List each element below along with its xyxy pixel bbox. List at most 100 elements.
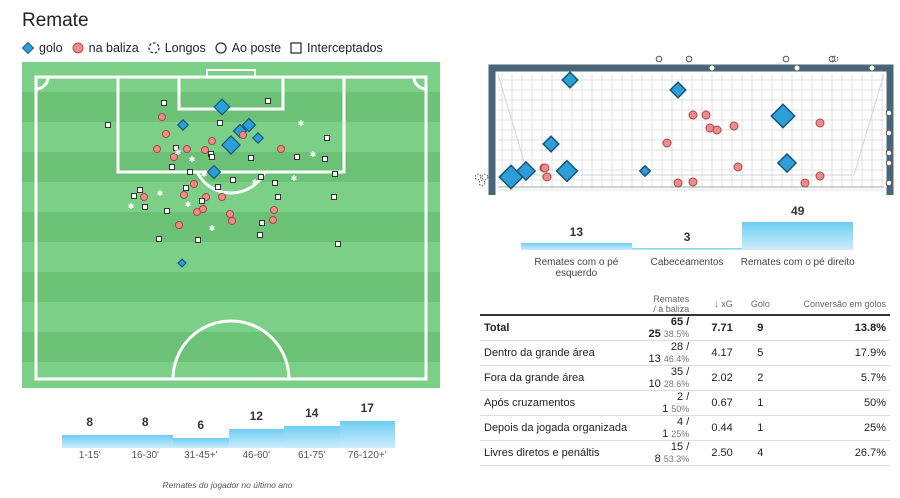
row-label-value: Total (484, 322, 510, 334)
pitch-shots: ✱ ✱ ✱ ✱ ✱ ✱ ✱ ✱ ✱ ✱ ✱ (105, 98, 341, 268)
legend-item-ao-poste[interactable]: Ao poste (215, 41, 281, 55)
legend-item-na-baliza[interactable]: na baliza (72, 41, 139, 55)
row-shots: 2 / 1 50% (644, 390, 694, 416)
shot-blocked-marker (335, 241, 341, 247)
row-goals-value: 9 (757, 322, 764, 334)
goal-view-post-marker (885, 149, 893, 157)
row-conversion-value: 25% (863, 422, 886, 434)
time-bar[interactable] (62, 435, 118, 448)
row-label: Fora da grande área (480, 365, 645, 391)
shot-post-marker: ✱ (189, 155, 196, 164)
shot-blocked-marker (265, 98, 271, 104)
row-xg: 2.50 (693, 440, 737, 466)
row-conversion-value: 50% (863, 397, 886, 409)
goal-view-goal-marker (776, 152, 798, 174)
shot-on-target-marker (269, 216, 277, 224)
shot-goal-marker (251, 131, 265, 145)
shot-on-target-marker (218, 193, 226, 201)
goal-view-on-target-marker (701, 110, 711, 120)
header-shots[interactable]: Remates / à baliza (644, 294, 694, 316)
goal-shots (475, 55, 893, 190)
header-category (480, 294, 645, 316)
circle-icon (72, 42, 84, 54)
time-bar[interactable] (228, 429, 284, 448)
row-label-value: Dentro da grande área (484, 347, 595, 359)
goal-view-post-marker (828, 55, 836, 63)
body-part-bar[interactable] (521, 243, 632, 250)
shot-goal-marker (176, 118, 190, 132)
time-bar-value: 6 (197, 418, 205, 432)
goal-view-long-marker (481, 173, 489, 181)
table-header-row: Remates / à baliza ↓ xG Golo Conversão e… (480, 294, 890, 316)
row-goals: 4 (736, 440, 784, 466)
goal-view-goal-marker (542, 135, 560, 153)
row-shots-value: 4 / 1 (662, 416, 690, 440)
body-part-bar[interactable] (631, 248, 743, 250)
row-shots: 65 / 25 38.5% (644, 315, 694, 341)
body-part-bar[interactable] (742, 222, 854, 250)
row-conversion-value: 26.7% (854, 447, 886, 459)
goal-view-post-marker (685, 55, 693, 63)
goal-view-on-target-marker (542, 172, 552, 182)
table-row[interactable]: Livres diretos e penáltis 15 / 8 53.3% 2.50… (480, 440, 890, 466)
shot-post-marker: ✱ (128, 202, 135, 211)
row-shots-percent: 25% (671, 429, 690, 439)
goal-view-post-marker (885, 129, 893, 137)
shot-on-target-marker (170, 153, 178, 161)
goal-view-on-target-marker (540, 163, 550, 173)
shot-on-target-marker (162, 130, 170, 138)
goal-view-long-marker (475, 173, 482, 181)
row-xg: 0.44 (693, 415, 737, 441)
shot-blocked-marker (169, 164, 175, 170)
time-bar-value: 17 (360, 401, 374, 415)
row-xg: 7.71 (693, 315, 737, 341)
shot-on-target-marker (158, 113, 166, 121)
table-row[interactable]: Total 65 / 25 38.5% 7.71 9 13.8% (480, 315, 890, 341)
row-conversion-value: 13.8% (854, 322, 886, 334)
goal-view-on-target-marker (673, 178, 683, 188)
row-shots-percent: 28.6% (663, 379, 690, 389)
time-bar[interactable] (284, 426, 340, 448)
header-xg[interactable]: ↓ xG (693, 294, 737, 316)
time-bar[interactable] (173, 438, 229, 448)
header-conversion[interactable]: Conversão em golos (783, 294, 890, 316)
table-row[interactable]: Dentro da grande área 28 / 13 46.4% 4.17 5 17… (480, 340, 890, 366)
shot-blocked-marker (131, 193, 137, 199)
shot-blocked-marker (209, 154, 215, 160)
legend-label-ao-poste: Ao poste (231, 41, 282, 55)
time-bar[interactable] (117, 435, 173, 448)
shot-goal-marker (213, 98, 231, 116)
goal-view-post-marker (885, 109, 893, 117)
goal-view-on-target-marker (733, 162, 743, 172)
legend-item-golo[interactable]: golo (22, 41, 63, 55)
goal-view-on-target-marker (688, 110, 698, 120)
pitch-stripes (22, 62, 440, 388)
row-shots-percent: 38.5% (663, 329, 690, 339)
dashed-circle-icon (148, 42, 160, 54)
time-bar-value: 8 (141, 415, 149, 429)
table-row[interactable]: Depois da jogada organizada 4 / 1 25% 0.44 1… (480, 415, 890, 441)
row-shots-value: 2 / 1 (662, 391, 690, 415)
goal-view-long-marker (831, 55, 839, 63)
shot-blocked-marker (259, 220, 265, 226)
table-row[interactable]: Após cruzamentos 2 / 1 50% 0.67 1 50% (480, 390, 890, 416)
header-goals[interactable]: Golo (736, 294, 784, 316)
body-part-bar-label: Remates com o pé esquerdo (534, 257, 619, 279)
table-row[interactable]: Fora da grande área 35 / 10 28.6% 2.02 2 5.7% (480, 365, 890, 391)
shot-on-target-marker (175, 221, 183, 229)
shot-on-target-marker (199, 205, 207, 213)
legend-item-longos[interactable]: Longos (148, 41, 206, 55)
row-conversion: 17.9% (783, 340, 890, 366)
time-bar-label: 76-120+' (347, 450, 387, 461)
row-label: Livres diretos e penáltis (480, 440, 645, 466)
row-label: Depois da jogada organizada (480, 415, 645, 441)
legend-item-interceptados[interactable]: Interceptados (290, 41, 383, 55)
shot-post-marker: ✱ (209, 224, 216, 233)
time-bar-value: 14 (305, 406, 319, 420)
row-goals: 5 (736, 340, 784, 366)
legend-label-golo: golo (39, 41, 63, 55)
shot-blocked-marker (258, 174, 264, 180)
goal-view-post-marker (655, 55, 663, 63)
row-shots-value: 15 / 8 (654, 441, 690, 465)
time-bar[interactable] (339, 421, 395, 448)
